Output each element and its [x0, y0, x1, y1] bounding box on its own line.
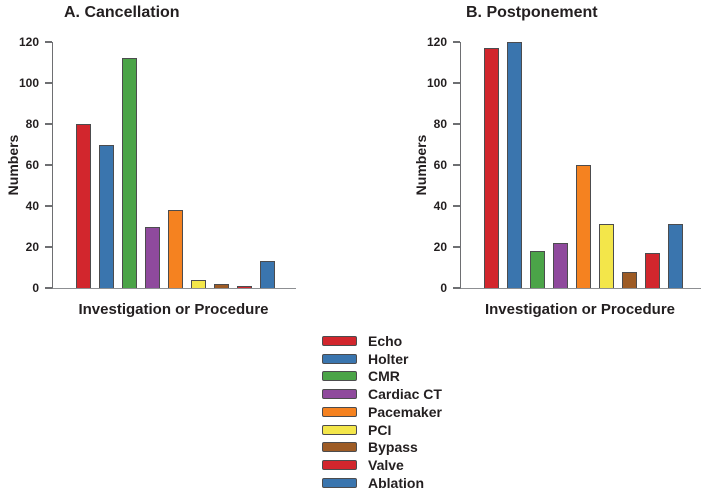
y-tick-label: 120 — [18, 35, 39, 49]
legend-item-echo: Echo — [322, 332, 442, 350]
legend-label: Cardiac CT — [368, 386, 442, 403]
y-tick-label: 60 — [433, 158, 447, 172]
bar-holter — [506, 42, 522, 288]
plot-area-cancellation: 0 20 40 60 80 100 120 — [19, 36, 296, 294]
legend-item-holter: Holter — [322, 350, 442, 368]
y-tick-mark — [44, 246, 52, 248]
y-tick-label: 80 — [25, 117, 39, 131]
y-tick-label: 60 — [25, 158, 39, 172]
y-tick-mark — [452, 164, 460, 166]
bar-cardiac-ct — [552, 242, 568, 288]
y-tick-mark — [452, 246, 460, 248]
y-tick-mark — [452, 287, 460, 289]
y-tick-label: 100 — [18, 76, 39, 90]
bar-valve — [644, 253, 660, 288]
y-tick-mark — [452, 123, 460, 125]
legend-label: Bypass — [368, 439, 418, 456]
x-axis-label: Investigation or Procedure — [78, 301, 269, 318]
bar-pci — [190, 279, 206, 288]
legend-label: Pacemaker — [368, 403, 442, 420]
y-tick-label: 120 — [426, 35, 447, 49]
valve-swatch — [322, 460, 357, 471]
bar-bypass — [621, 271, 637, 288]
bar-echo — [75, 124, 91, 288]
plot-area-postponement: 0 20 40 60 80 100 120 — [427, 36, 701, 294]
y-tick-label: 20 — [433, 240, 447, 254]
holter-swatch — [322, 353, 357, 364]
y-tick-mark — [452, 82, 460, 84]
legend-item-valve: Valve — [322, 456, 442, 474]
chart-title-postponement: B. Postponement — [466, 4, 598, 21]
chart-title-cancellation: A. Cancellation — [64, 4, 180, 21]
y-tick-mark — [44, 123, 52, 125]
bypass-swatch — [322, 442, 357, 453]
bar-pci — [598, 224, 614, 288]
legend-label: CMR — [368, 368, 400, 385]
y-tick-label: 40 — [433, 199, 447, 213]
bar-ablation — [667, 224, 683, 288]
legend-item-bypass: Bypass — [322, 439, 442, 457]
bar-ablation — [259, 261, 275, 288]
cardiac-ct-swatch — [322, 389, 357, 400]
y-tick-mark — [44, 82, 52, 84]
legend-label: PCI — [368, 421, 392, 438]
bar-pacemaker — [167, 210, 183, 288]
legend-label: Ablation — [368, 474, 424, 491]
y-tick-label: 0 — [32, 281, 39, 295]
y-tick-label: 40 — [25, 199, 39, 213]
bar-valve — [236, 285, 252, 288]
x-axis-label: Investigation or Procedure — [484, 301, 676, 318]
legend-label: Valve — [368, 457, 404, 474]
y-tick-mark — [44, 287, 52, 289]
legend-item-pacemaker: Pacemaker — [322, 403, 442, 421]
chart-cancellation: A. Cancellation Numbers 0 20 40 60 80 100 120 … — [0, 0, 354, 330]
legend: Echo Holter CMR Cardiac CT Pacemaker PCI Bypas… — [322, 332, 442, 492]
y-tick-mark — [452, 205, 460, 207]
bar-holter — [98, 144, 114, 288]
y-tick-mark — [44, 41, 52, 43]
legend-label: Echo — [368, 332, 403, 349]
bar-echo — [483, 48, 499, 288]
y-tick-mark — [452, 41, 460, 43]
ablation-swatch — [322, 477, 357, 488]
chart-postponement: B. Postponement Numbers 0 20 40 60 80 100 120 … — [408, 0, 709, 330]
y-tick-mark — [44, 164, 52, 166]
y-tick-mark — [44, 205, 52, 207]
legend-item-ablation: Ablation — [322, 474, 442, 492]
bar-pacemaker — [575, 165, 591, 288]
y-tick-label: 20 — [25, 240, 39, 254]
bar-cmr — [121, 58, 137, 288]
legend-item-pci: PCI — [322, 421, 442, 439]
pci-swatch — [322, 424, 357, 435]
echo-swatch — [322, 335, 357, 346]
legend-item-cmr: CMR — [322, 368, 442, 386]
y-tick-label: 0 — [440, 281, 447, 295]
cmr-swatch — [322, 371, 357, 382]
bar-cardiac-ct — [144, 226, 160, 288]
y-tick-label: 100 — [426, 76, 447, 90]
bar-cmr — [529, 251, 545, 288]
pacemaker-swatch — [322, 406, 357, 417]
bar-bypass — [213, 283, 229, 288]
legend-label: Holter — [368, 350, 409, 367]
legend-item-cardiac-ct: Cardiac CT — [322, 385, 442, 403]
y-tick-label: 80 — [433, 117, 447, 131]
